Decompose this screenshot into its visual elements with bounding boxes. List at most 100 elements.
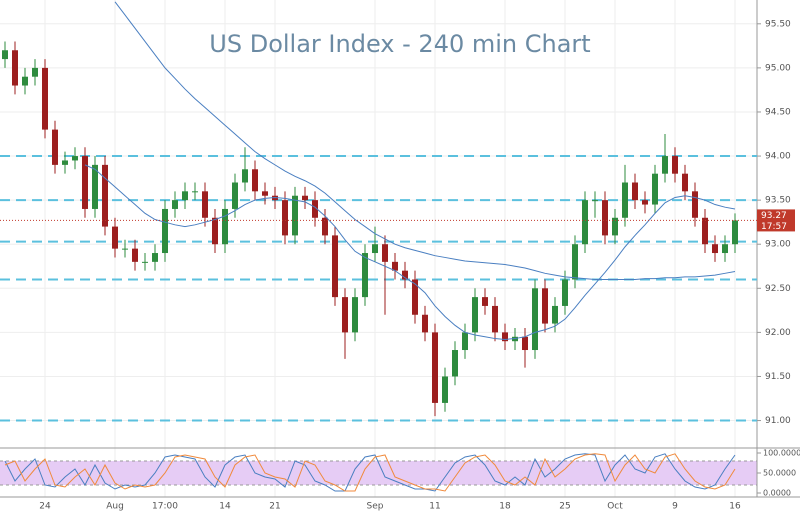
candle-body [452, 350, 458, 377]
y-tick-label: 92.50 [765, 284, 791, 294]
candle-body [352, 297, 358, 333]
y-tick-label: 95.50 [765, 19, 791, 29]
candle-body [682, 173, 688, 192]
y-tick-label: 94.00 [765, 152, 791, 162]
candle-body [362, 253, 368, 298]
stoch-tick-label: 100.0000 [763, 449, 800, 458]
candle-body [532, 288, 538, 351]
candle-body [332, 235, 338, 298]
stoch-line [4, 453, 736, 492]
y-tick-label: 92.00 [765, 328, 791, 338]
x-tick-label: 21 [269, 502, 280, 512]
candle-body [82, 156, 88, 209]
candle-body [212, 217, 218, 245]
x-tick-label: 18 [499, 502, 511, 512]
candle-body [702, 217, 708, 245]
candle-body [142, 261, 148, 263]
candle-body [492, 305, 498, 333]
stoch-tick-label: 0.0000 [763, 489, 791, 498]
candle-body [472, 297, 478, 333]
y-tick-label: 93.50 [765, 196, 791, 206]
y-tick-label: 94.50 [765, 107, 791, 117]
candle-body [662, 156, 668, 174]
candle-body [172, 200, 178, 209]
candle-body [592, 200, 598, 202]
y-tick-label: 91.00 [765, 416, 791, 426]
x-tick-label: Oct [607, 502, 623, 512]
candle-body [522, 336, 528, 351]
candle-body [22, 76, 28, 86]
candle-body [62, 160, 68, 165]
candle-body [132, 248, 138, 262]
candle-body [252, 169, 258, 192]
countdown-label: 17:57 [761, 222, 787, 232]
x-tick-label: Aug [106, 502, 124, 512]
candle-body [552, 305, 558, 324]
candle-body [632, 182, 638, 201]
candle-body [732, 220, 738, 245]
candle-body [692, 191, 698, 218]
candle-body [2, 50, 8, 60]
candle-body [32, 67, 38, 77]
candle-body [222, 208, 228, 245]
x-tick-label: 25 [559, 502, 570, 512]
candle-body [232, 182, 238, 209]
candle-body [382, 244, 388, 262]
candle-body [502, 332, 508, 342]
stoch-line [4, 453, 736, 492]
candle-body [162, 208, 168, 254]
candle-body [562, 279, 568, 306]
moving-average [84, 164, 736, 340]
last-price-label: 93.27 [761, 211, 787, 221]
candle-body [72, 156, 78, 161]
candle-body [392, 261, 398, 271]
candle-body [152, 253, 158, 262]
candle-body [242, 169, 248, 183]
y-tick-label: 91.50 [765, 372, 791, 382]
candle-body [12, 50, 18, 86]
candle-body [292, 195, 298, 236]
candle-body [582, 200, 588, 245]
candle-body [722, 244, 728, 254]
x-tick-label: 17:00 [152, 502, 178, 512]
candle-body [192, 191, 198, 193]
candle-body [312, 200, 318, 218]
x-tick-label: 14 [219, 502, 231, 512]
candle-body [622, 182, 628, 218]
chart-title: US Dollar Index - 240 min Chart [209, 30, 590, 58]
candle-body [372, 244, 378, 254]
candle-body [542, 288, 548, 324]
candle-body [282, 200, 288, 236]
y-tick-label: 93.00 [765, 240, 791, 250]
candle-body [302, 195, 308, 201]
candle-body [322, 217, 328, 236]
candle-body [652, 173, 658, 205]
candle-body [482, 297, 488, 306]
candle-body [52, 129, 58, 165]
candle-body [412, 279, 418, 315]
candle-body [462, 332, 468, 351]
x-tick-label: 9 [672, 502, 678, 512]
candle-body [182, 191, 188, 201]
price-tag [757, 209, 795, 232]
candle-body [402, 270, 408, 280]
candle-body [572, 244, 578, 280]
stoch-band [0, 461, 757, 485]
x-tick-label: 11 [429, 502, 440, 512]
candle-body [612, 217, 618, 236]
candle-body [262, 191, 268, 196]
candle-body [432, 332, 438, 403]
candle-body [672, 156, 678, 174]
candle-body [712, 244, 718, 254]
x-tick-label: 16 [729, 502, 741, 512]
x-tick-label: 24 [39, 502, 51, 512]
candle-body [602, 200, 608, 236]
candle-body [342, 297, 348, 333]
stoch-tick-label: 50.0000 [763, 469, 796, 478]
candle-body [122, 248, 128, 250]
candle-body [42, 67, 48, 130]
candle-body [202, 191, 208, 218]
candle-body [92, 164, 98, 209]
candle-body [422, 314, 428, 333]
